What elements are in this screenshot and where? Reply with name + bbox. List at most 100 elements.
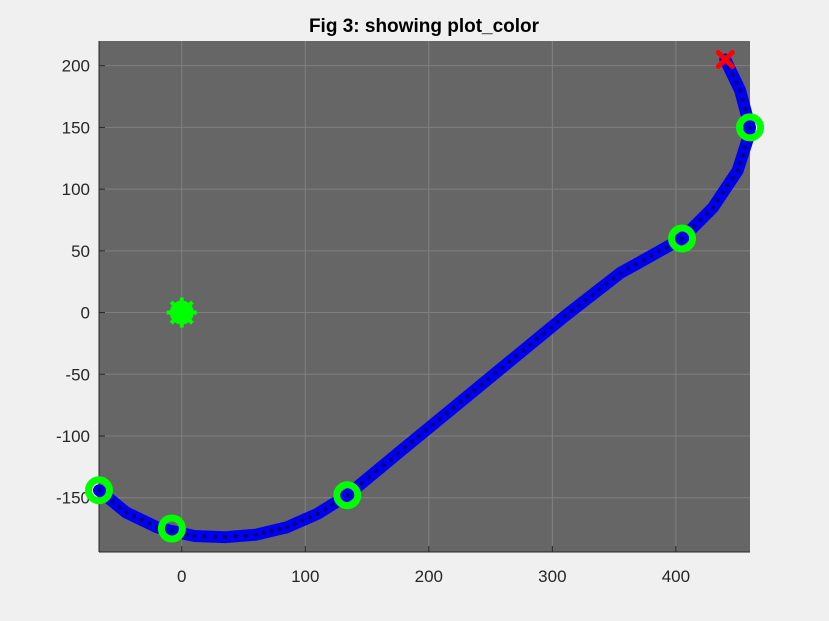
path-marker	[307, 514, 313, 520]
path-marker	[451, 405, 456, 410]
path-marker	[597, 287, 602, 292]
y-tick-label: 200	[62, 57, 90, 76]
path-marker	[395, 451, 401, 456]
path-marker	[611, 276, 616, 281]
path-marker	[486, 376, 491, 382]
path-marker	[692, 223, 697, 229]
path-marker	[704, 211, 709, 217]
path-marker	[730, 72, 735, 78]
path-marker	[123, 510, 129, 515]
axis-ticks: 0 100 200 300 400 -150 -100 -50 0 50 100 150 200	[56, 41, 750, 586]
path-marker	[117, 504, 122, 510]
path-marker	[253, 532, 259, 537]
path-marker	[131, 514, 137, 519]
path-marker	[656, 249, 662, 254]
waypoint-marker	[85, 476, 113, 505]
x-tick-label: 0	[177, 567, 186, 586]
path-marker	[747, 125, 753, 130]
path-marker	[633, 262, 638, 267]
path-marker	[555, 319, 560, 325]
path-marker	[269, 528, 274, 534]
x-tick-label: 100	[291, 567, 319, 586]
y-tick-label: 50	[71, 242, 90, 261]
waypoint-marker	[668, 224, 697, 253]
path-marker	[402, 445, 408, 450]
path-marker	[359, 481, 364, 486]
waypoint-marker	[157, 514, 186, 543]
path-marker	[737, 160, 743, 166]
series-layer	[85, 50, 764, 544]
path-marker	[493, 371, 498, 376]
plot-area	[99, 41, 750, 552]
path-marker	[330, 502, 335, 507]
path-marker	[562, 314, 567, 319]
path-marker	[734, 80, 739, 85]
path-marker	[576, 303, 581, 308]
path-marker	[465, 393, 470, 399]
y-tick-label: -100	[56, 427, 90, 446]
path-marker	[698, 217, 703, 223]
y-tick-label: 150	[62, 118, 90, 137]
path-marker	[740, 152, 745, 158]
path-marker	[233, 534, 238, 539]
path-marker	[184, 532, 189, 537]
path-marker	[284, 525, 289, 530]
path-marker	[641, 257, 646, 263]
path-marker	[541, 331, 547, 336]
y-tick-label: -150	[56, 489, 90, 508]
y-tick-label: 100	[62, 180, 90, 199]
path-marker	[381, 463, 386, 468]
path-marker	[618, 270, 623, 276]
path-marker	[737, 88, 743, 93]
path-marker	[506, 359, 512, 365]
path-marker	[366, 475, 372, 480]
path-marker	[742, 106, 748, 112]
path-marker	[499, 365, 505, 370]
path-marker	[300, 518, 305, 523]
path-marker	[388, 457, 393, 462]
path-marker	[222, 534, 228, 540]
path-marker	[96, 488, 102, 493]
waypoint-marker	[736, 113, 764, 142]
path-marker	[534, 336, 540, 342]
chart-title: Fig 3: showing plot_color	[309, 16, 540, 37]
origin-marker-spoke	[180, 300, 194, 314]
path-marker	[583, 297, 588, 303]
path-marker	[202, 534, 207, 539]
path-marker	[520, 348, 526, 353]
path-marker	[725, 183, 730, 188]
path-marker	[292, 521, 297, 527]
x-tick-label: 200	[415, 567, 443, 586]
path-marker	[212, 534, 217, 539]
path-marker	[458, 399, 463, 405]
grid	[99, 41, 750, 552]
x-tick-label: 400	[662, 567, 690, 586]
path-marker	[409, 439, 415, 445]
waypoint-marker	[333, 481, 362, 510]
path-marker	[730, 175, 735, 181]
path-marker	[590, 292, 595, 297]
path-marker	[710, 205, 716, 210]
path-marker	[715, 198, 721, 203]
path-marker	[430, 422, 435, 427]
path-marker	[322, 506, 328, 512]
path-marker	[437, 416, 442, 422]
y-tick-label: -50	[65, 365, 90, 384]
path-marker	[548, 325, 554, 330]
path-marker	[720, 190, 726, 196]
path-marker	[423, 428, 428, 433]
path-marker	[513, 354, 519, 359]
path-marker	[261, 530, 266, 536]
y-tick-label: 0	[81, 304, 90, 323]
path-marker	[472, 388, 477, 393]
path-marker	[243, 533, 248, 538]
path-marker	[679, 236, 685, 241]
path-marker	[276, 526, 282, 532]
path-marker	[742, 145, 748, 150]
path-marker	[315, 511, 320, 516]
path-marker	[374, 469, 379, 474]
path-marker	[625, 266, 631, 271]
path-marker	[648, 253, 654, 258]
